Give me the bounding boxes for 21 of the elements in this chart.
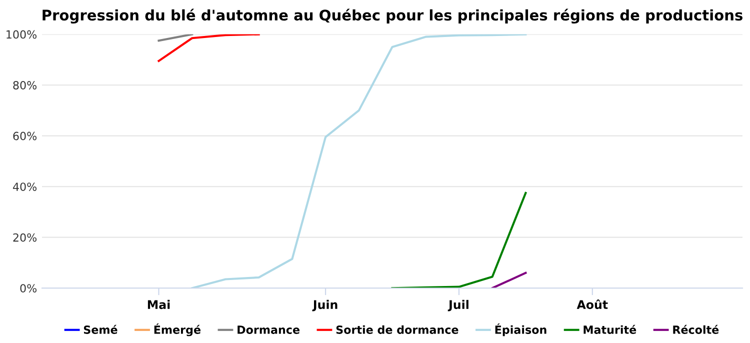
line-series [391, 192, 527, 288]
y-tick-label: 60% [13, 132, 37, 140]
x-tick-label: Juil [448, 300, 468, 312]
legend-label: Émergé [154, 324, 200, 336]
x-tick-label: Mai [148, 300, 170, 310]
y-tick-label: 40% [12, 182, 37, 191]
legend-label: Sortie de dormance [336, 325, 458, 334]
line-series [158, 34, 260, 62]
legend-label: Semé [84, 324, 118, 334]
y-tick-label: 0% [20, 284, 37, 292]
legend-label: Épiaison [495, 324, 546, 336]
legend-label: Maturité [584, 324, 636, 334]
line-series [191, 34, 527, 288]
legend-label: Récolté [673, 324, 719, 334]
x-tick-label: Août [576, 299, 608, 310]
y-tick-label: 100% [6, 30, 37, 39]
legend-label: Dormance [238, 326, 300, 334]
chart-title: Progression du blé d'automne au Québec pour les principales régions de productions [42, 8, 742, 24]
x-tick-label: Juin [312, 300, 338, 312]
y-tick-label: 80% [13, 81, 37, 90]
y-tick-label: 20% [13, 233, 37, 242]
